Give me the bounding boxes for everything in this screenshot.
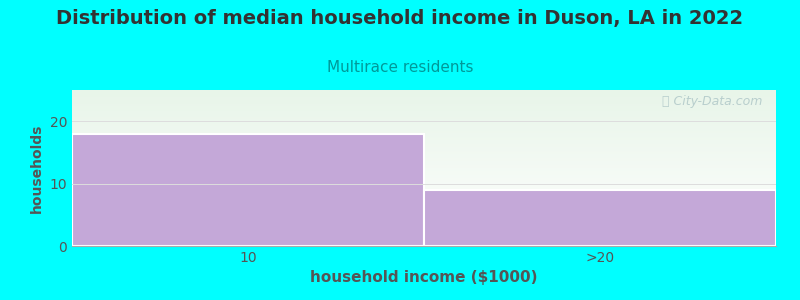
X-axis label: household income ($1000): household income ($1000): [310, 270, 538, 285]
Text: Multirace residents: Multirace residents: [326, 60, 474, 75]
Y-axis label: households: households: [30, 123, 44, 213]
Text: Distribution of median household income in Duson, LA in 2022: Distribution of median household income …: [57, 9, 743, 28]
Text: ⓘ City-Data.com: ⓘ City-Data.com: [662, 95, 762, 108]
Bar: [424, 190, 776, 246]
Bar: [72, 134, 424, 246]
